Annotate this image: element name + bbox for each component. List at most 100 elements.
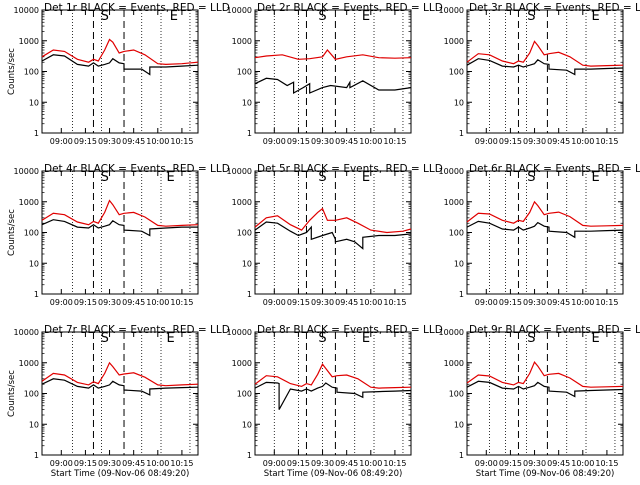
y-tick-label: 100 xyxy=(237,390,252,399)
y-tick-label: 100 xyxy=(449,229,464,238)
marker-label-s: S xyxy=(101,9,109,24)
x-tick-label: 09:30 xyxy=(98,137,121,146)
marker-label-s: S xyxy=(101,331,109,346)
events-series-line xyxy=(254,221,412,250)
y-tick-label: 10 xyxy=(454,98,464,107)
lld-series-line xyxy=(41,199,199,227)
plot-frame xyxy=(41,9,199,134)
x-tick-label: 10:00 xyxy=(359,298,382,307)
lld-series-line xyxy=(466,40,624,67)
y-tick-label: 10 xyxy=(454,420,464,429)
marker-label-e: E xyxy=(362,331,370,346)
x-tick-label: 09:45 xyxy=(547,137,570,146)
x-tick-label: 10:15 xyxy=(383,137,406,146)
y-tick-label: 100 xyxy=(237,229,252,238)
plot-frame xyxy=(254,9,412,134)
marker-label-e: E xyxy=(167,170,175,185)
x-tick-label: 09:00 xyxy=(475,137,498,146)
detector-panel-7: 1 10 100 1000 10000 09:00 09:15 09:30 09:45 10:00… xyxy=(7,324,230,479)
y-axis-label: Counts/sec xyxy=(7,209,17,256)
y-tick-label: 10000 xyxy=(439,167,464,176)
x-tick-label: 10:15 xyxy=(595,459,618,468)
x-tick-label: 09:15 xyxy=(287,298,310,307)
panel-title: Det 5r BLACK = Events, RED = LLD xyxy=(257,163,443,175)
y-tick-label: 100 xyxy=(24,68,39,77)
x-tick-label: 10:00 xyxy=(359,459,382,468)
y-tick-label: 10 xyxy=(29,98,39,107)
y-tick-label: 100 xyxy=(24,390,39,399)
x-tick-label: 09:00 xyxy=(263,459,286,468)
y-tick-label: 1000 xyxy=(444,37,464,46)
y-tick-label: 1000 xyxy=(444,198,464,207)
x-tick-label: 09:45 xyxy=(335,137,358,146)
y-tick-label: 10000 xyxy=(439,6,464,15)
x-tick-label: 10:00 xyxy=(146,298,169,307)
plot-frame xyxy=(466,170,624,295)
events-series-line xyxy=(466,380,624,398)
x-tick-label: 10:15 xyxy=(383,459,406,468)
detector-panel-8: 1 10 100 1000 10000 09:00 09:15 09:30 09:45 10:00… xyxy=(227,324,443,479)
marker-label-e: E xyxy=(362,170,370,185)
events-series-line xyxy=(41,219,198,237)
lld-series-line xyxy=(41,38,199,66)
y-tick-label: 1000 xyxy=(232,37,252,46)
y-tick-label: 1000 xyxy=(232,359,252,368)
y-tick-label: 100 xyxy=(24,229,39,238)
y-tick-label: 10000 xyxy=(14,167,39,176)
panel-title: Det 4r BLACK = Events, RED = LLD xyxy=(44,163,230,175)
marker-label-s: S xyxy=(101,170,109,185)
plot-frame xyxy=(41,331,199,456)
detector-panel-6: 1 10 100 1000 10000 09:00 09:15 09:30 09:45 10:00… xyxy=(439,163,640,307)
plot-frame xyxy=(466,331,624,456)
plot-frame xyxy=(466,9,624,134)
x-tick-label: 10:15 xyxy=(170,298,193,307)
x-tick-label: 09:30 xyxy=(98,298,121,307)
x-axis-label: Start Time (09-Nov-06 08:49:20) xyxy=(264,469,403,479)
y-tick-label: 1 xyxy=(459,290,464,299)
y-tick-label: 1 xyxy=(247,290,252,299)
x-tick-label: 09:15 xyxy=(287,137,310,146)
events-series-line xyxy=(466,58,624,76)
x-tick-label: 09:45 xyxy=(122,459,145,468)
y-tick-label: 10 xyxy=(242,420,252,429)
marker-label-e: E xyxy=(592,9,600,24)
marker-label-s: S xyxy=(527,170,535,185)
y-tick-label: 1 xyxy=(34,451,39,460)
y-tick-label: 10 xyxy=(242,259,252,268)
detector-panel-4: 1 10 100 1000 10000 09:00 09:15 09:30 09:45 10:00… xyxy=(7,163,230,307)
detector-panel-5: 1 10 100 1000 10000 09:00 09:15 09:30 09:45 10:00… xyxy=(227,163,443,307)
x-tick-label: 09:45 xyxy=(122,298,145,307)
y-tick-label: 100 xyxy=(237,68,252,77)
x-axis-label: Start Time (09-Nov-06 08:49:20) xyxy=(51,469,190,479)
y-tick-label: 1000 xyxy=(19,37,39,46)
y-tick-label: 10 xyxy=(242,98,252,107)
x-tick-label: 10:15 xyxy=(170,137,193,146)
y-tick-label: 1 xyxy=(459,451,464,460)
x-tick-label: 09:00 xyxy=(475,298,498,307)
events-series-line xyxy=(254,77,412,95)
events-series-line xyxy=(41,54,199,76)
y-tick-label: 10000 xyxy=(227,6,252,15)
x-tick-label: 10:00 xyxy=(146,137,169,146)
y-tick-label: 10000 xyxy=(227,167,252,176)
events-series-line xyxy=(466,220,624,239)
x-tick-label: 09:15 xyxy=(74,137,97,146)
y-tick-label: 10 xyxy=(454,259,464,268)
marker-label-s: S xyxy=(318,9,326,24)
marker-label-e: E xyxy=(592,331,600,346)
y-tick-label: 1 xyxy=(34,129,39,138)
x-tick-label: 09:45 xyxy=(335,298,358,307)
y-tick-label: 1 xyxy=(459,129,464,138)
y-axis-label: Counts/sec xyxy=(7,370,17,417)
x-tick-label: 10:00 xyxy=(359,137,382,146)
lld-series-line xyxy=(254,207,412,234)
y-tick-label: 1000 xyxy=(444,359,464,368)
x-tick-label: 09:15 xyxy=(499,459,522,468)
x-tick-label: 09:00 xyxy=(263,137,286,146)
panel-title: Det 8r BLACK = Events, RED = LLD xyxy=(257,324,443,336)
marker-label-e: E xyxy=(167,331,175,346)
y-tick-label: 10 xyxy=(29,259,39,268)
lld-series-line xyxy=(466,200,624,227)
y-axis-label: Counts/sec xyxy=(7,48,17,95)
